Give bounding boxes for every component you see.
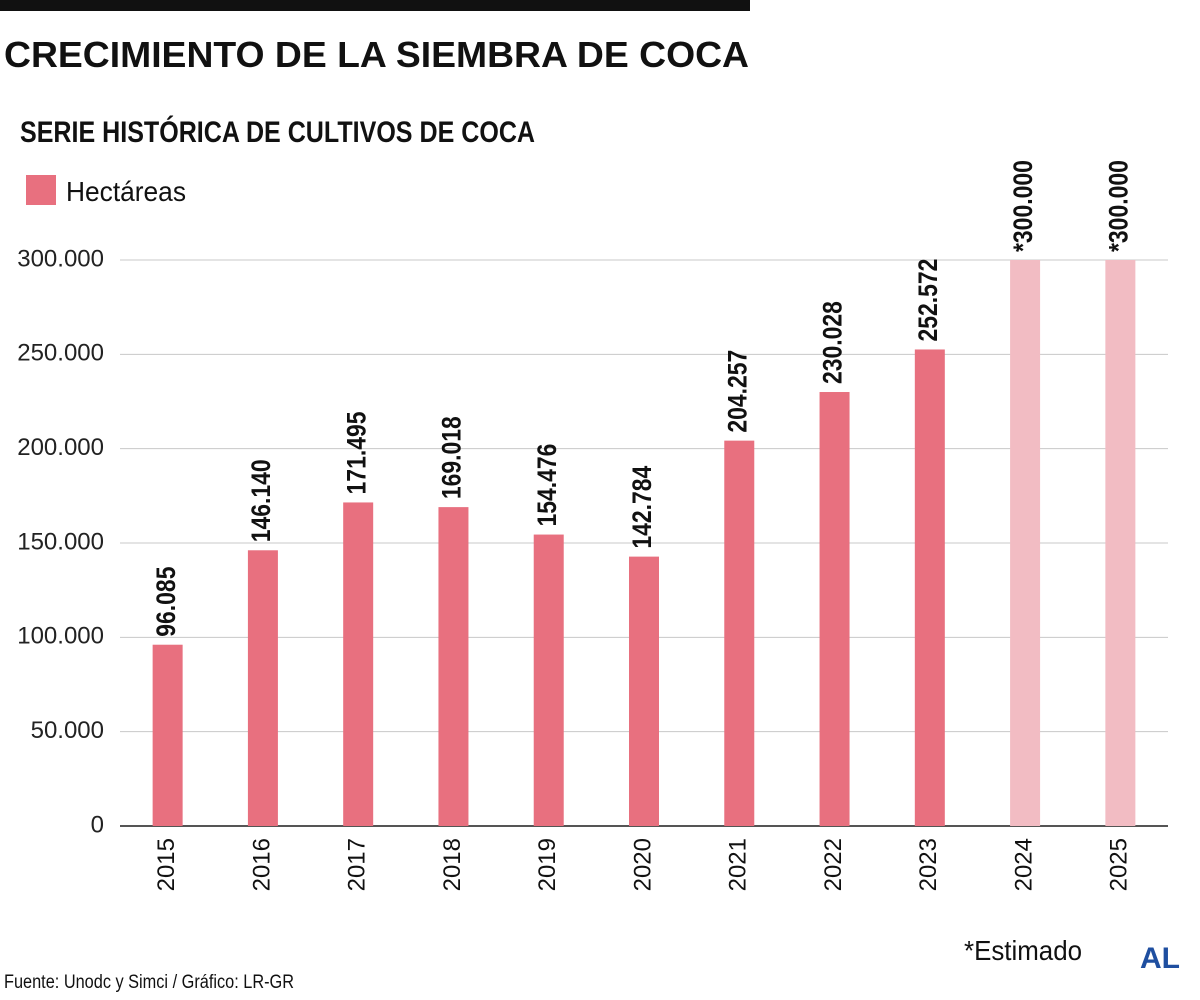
x-tick-label: 2023	[915, 838, 942, 891]
source: Fuente: Unodc y Simci / Gráfico: LR-GR	[4, 972, 294, 993]
bar	[819, 392, 850, 826]
x-tick-label: 2015	[153, 838, 180, 891]
x-tick-label: 2019	[534, 838, 561, 891]
bar	[724, 440, 755, 826]
value-label: *300.000	[1009, 160, 1039, 252]
x-tick-label: 2017	[344, 838, 371, 891]
y-tick-label: 50.000	[31, 717, 104, 744]
x-tick-label: 2022	[820, 838, 847, 891]
top-rule	[0, 0, 750, 11]
y-tick-label: 150.000	[17, 528, 104, 555]
x-tick-label: 2016	[248, 838, 275, 891]
chart-subtitle: SERIE HISTÓRICA DE CULTIVOS DE COCA	[20, 115, 535, 149]
y-tick-label: 0	[91, 811, 104, 838]
value-label: 169.018	[437, 416, 467, 499]
bar	[1105, 260, 1136, 826]
bar	[343, 502, 374, 826]
x-tick-label: 2025	[1106, 838, 1133, 891]
bar	[1010, 260, 1041, 826]
x-tick-label: 2020	[629, 838, 656, 891]
value-label: 146.140	[246, 459, 276, 542]
chart-title: CRECIMIENTO DE LA SIEMBRA DE COCA	[4, 34, 749, 75]
value-label: 204.257	[723, 350, 753, 433]
bar	[914, 349, 945, 826]
value-label: 142.784	[627, 466, 657, 549]
y-tick-label: 250.000	[17, 340, 104, 367]
logo: AL	[1140, 942, 1180, 975]
x-tick-label: 2024	[1010, 838, 1037, 891]
value-label: 171.495	[342, 411, 372, 494]
value-label: 252.572	[913, 259, 943, 342]
bar	[533, 534, 564, 826]
legend-swatch	[26, 175, 56, 205]
y-tick-label: 200.000	[17, 434, 104, 461]
bar	[629, 556, 659, 826]
value-label: 154.476	[532, 444, 562, 527]
note: *Estimado	[964, 935, 1082, 966]
y-tick-label: 300.000	[17, 245, 104, 272]
bar	[152, 644, 183, 826]
x-tick-label: 2021	[725, 838, 752, 891]
legend-label: Hectáreas	[66, 176, 186, 207]
bar	[247, 550, 278, 826]
value-label: 96.085	[151, 566, 181, 636]
y-tick-label: 100.000	[17, 623, 104, 650]
value-label: *300.000	[1104, 160, 1134, 252]
bar	[438, 507, 469, 826]
value-label: 230.028	[818, 301, 848, 384]
x-tick-label: 2018	[439, 838, 466, 891]
